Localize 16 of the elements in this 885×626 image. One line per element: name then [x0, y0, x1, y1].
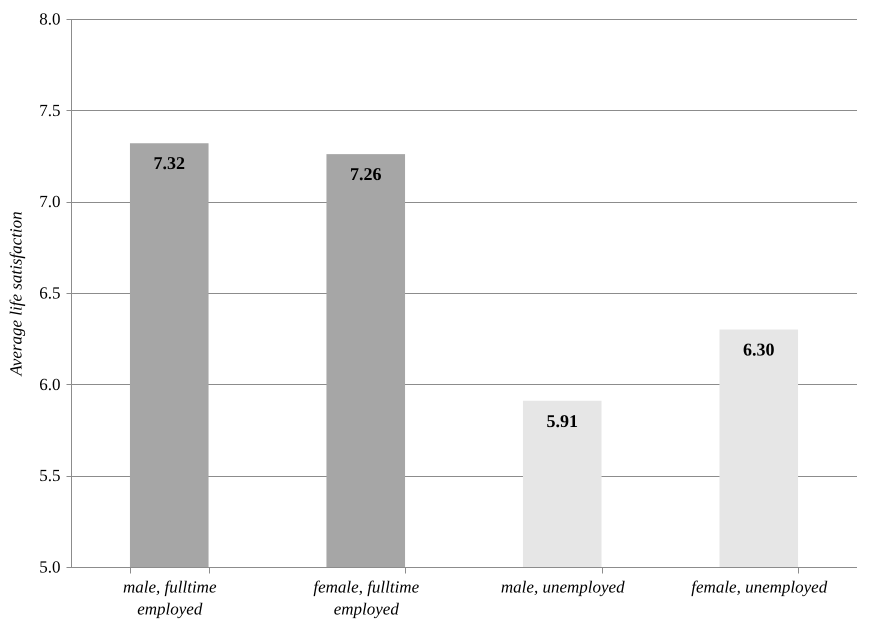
y-axis-title: Average life satisfaction [6, 211, 26, 377]
x-tick-label: female, fulltime employed [313, 578, 420, 618]
data-label: 6.30 [743, 340, 774, 360]
data-label: 5.91 [546, 410, 578, 431]
y-tick-label: 5.0 [39, 558, 60, 576]
y-tick-label: 6.0 [39, 374, 60, 394]
y-tick-label: 7.5 [39, 100, 60, 120]
y-tick-label: 7.0 [39, 192, 60, 212]
x-tick-label: female, unemployed [691, 578, 828, 596]
x-tick-label: male, fulltime employed [123, 578, 217, 618]
y-tick-label: 8.0 [39, 10, 60, 28]
y-tick-label: 6.5 [39, 284, 60, 302]
data-label: 7.32 [154, 153, 185, 174]
x-tick-label: male, unemployed [500, 578, 626, 596]
data-label: 7.26 [350, 164, 382, 184]
y-tick-label: 5.5 [39, 466, 60, 486]
